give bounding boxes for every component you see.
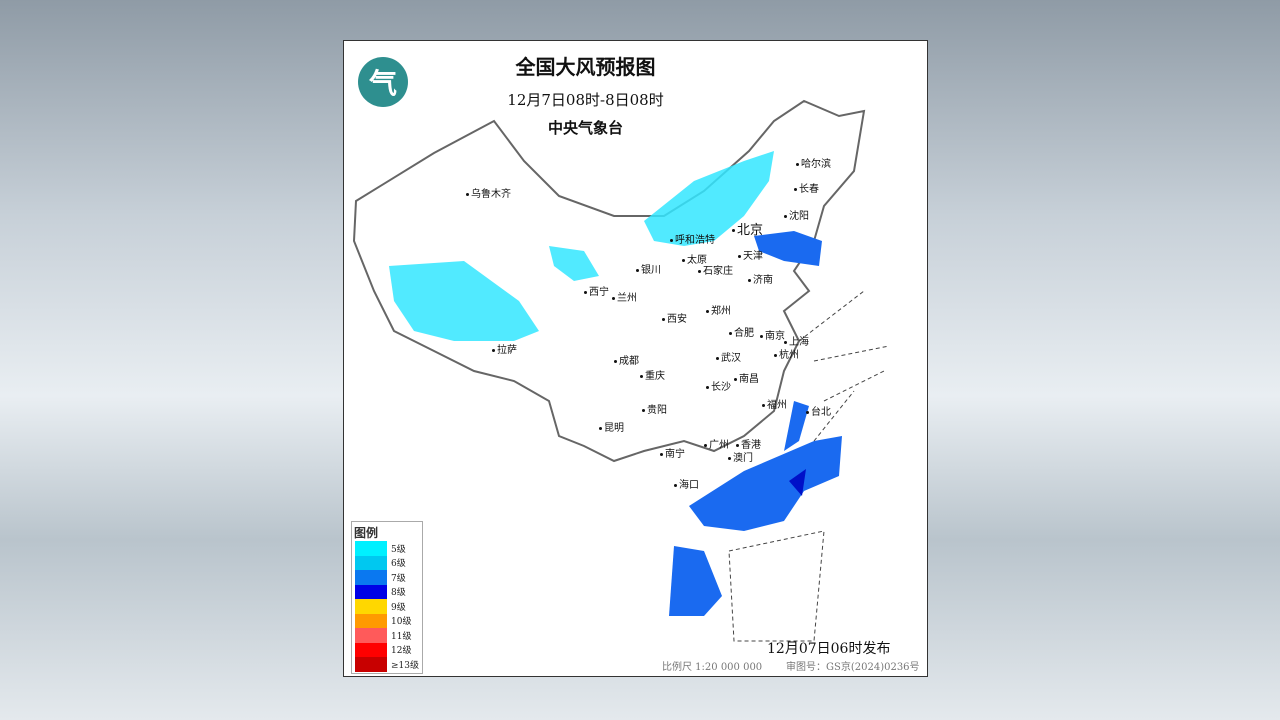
city-label: 兰州 bbox=[612, 289, 637, 304]
legend-swatch bbox=[355, 628, 387, 643]
legend-item: 11级 bbox=[352, 628, 422, 643]
review-number: 审图号：GS京(2024)0236号 bbox=[786, 662, 920, 673]
city-label: 南宁 bbox=[660, 445, 685, 460]
wind-forecast-map: 气 全国大风预报图 12月7日08时-8日08时 中央气象台 乌鲁木齐 哈尔滨长春… bbox=[343, 40, 928, 677]
legend-swatch bbox=[355, 584, 387, 599]
city-label: 杭州 bbox=[774, 346, 799, 361]
legend-label: 10级 bbox=[391, 617, 412, 628]
city-label: 昆明 bbox=[599, 419, 624, 434]
wind-area-level5 bbox=[389, 261, 539, 341]
legend-item: 6级 bbox=[352, 555, 422, 570]
city-label: 台北 bbox=[806, 403, 831, 418]
city-label: 合肥 bbox=[729, 324, 754, 339]
city-label: 郑州 bbox=[706, 302, 731, 317]
city-label: 贵阳 bbox=[642, 401, 667, 416]
city-label: 哈尔滨 bbox=[796, 155, 831, 170]
legend: 图例 5级 6级 7级 8级 9级 10级 11级 12级 ≥13级 bbox=[351, 521, 423, 674]
wind-area-level7 bbox=[754, 231, 822, 266]
city-label: 福州 bbox=[762, 396, 787, 411]
legend-label: 6级 bbox=[391, 559, 406, 570]
forecast-period: 12月7日08时-8日08时 bbox=[507, 91, 664, 109]
city-label: 银川 bbox=[636, 261, 661, 276]
city-label: 呼和浩特 bbox=[670, 231, 715, 246]
wind-area-level8 bbox=[789, 469, 806, 496]
legend-swatch bbox=[355, 599, 387, 614]
city-label: 乌鲁木齐 bbox=[466, 185, 511, 200]
legend-swatch bbox=[355, 541, 387, 556]
city-label: 北京 bbox=[732, 219, 763, 238]
city-label: 海口 bbox=[674, 476, 699, 491]
legend-item: 5级 bbox=[352, 541, 422, 556]
city-label: 上海 bbox=[784, 333, 809, 348]
legend-label: 7级 bbox=[391, 573, 406, 584]
legend-item: 8级 bbox=[352, 584, 422, 599]
legend-swatch bbox=[355, 570, 387, 585]
legend-item: 9级 bbox=[352, 599, 422, 614]
south-china-sea-box bbox=[728, 530, 825, 642]
city-label: 成都 bbox=[614, 352, 639, 367]
legend-item: 10级 bbox=[352, 613, 422, 628]
legend-label: ≥13级 bbox=[391, 660, 419, 671]
legend-item: 7级 bbox=[352, 570, 422, 585]
agency-name: 中央气象台 bbox=[547, 119, 623, 137]
city-label: 拉萨 bbox=[492, 341, 517, 356]
city-label: 武汉 bbox=[716, 349, 741, 364]
legend-label: 12级 bbox=[391, 646, 412, 657]
city-label: 长沙 bbox=[706, 378, 731, 393]
legend-swatch bbox=[355, 657, 387, 672]
wind-area-level7 bbox=[784, 401, 809, 451]
issue-time: 12月07日06时发布 bbox=[767, 641, 891, 657]
legend-swatch bbox=[355, 555, 387, 570]
city-label: 香港 bbox=[736, 436, 761, 451]
legend-label: 5级 bbox=[391, 544, 406, 555]
legend-title: 图例 bbox=[354, 526, 379, 540]
legend-item: 12级 bbox=[352, 642, 422, 657]
city-label: 西宁 bbox=[584, 283, 609, 298]
wind-area-level7 bbox=[689, 436, 842, 531]
city-label: 石家庄 bbox=[698, 262, 733, 277]
map-title: 全国大风预报图 bbox=[515, 55, 656, 79]
legend-label: 8级 bbox=[391, 588, 406, 599]
wind-area-level5 bbox=[549, 246, 599, 281]
legend-item: ≥13级 bbox=[352, 657, 422, 672]
legend-swatch bbox=[355, 613, 387, 628]
city-label: 沈阳 bbox=[784, 207, 809, 222]
wind-area-level5 bbox=[644, 151, 774, 246]
city-label: 南京 bbox=[760, 327, 785, 342]
city-label: 太原 bbox=[682, 251, 707, 266]
city-label: 澳门 bbox=[728, 449, 753, 464]
city-label: 西安 bbox=[662, 310, 687, 325]
maritime-boundary bbox=[798, 290, 890, 442]
city-label: 天津 bbox=[738, 247, 763, 262]
city-label: 济南 bbox=[748, 271, 773, 286]
city-label: 广州 bbox=[704, 436, 729, 451]
legend-swatch bbox=[355, 642, 387, 657]
city-label: 长春 bbox=[794, 180, 819, 195]
city-label: 重庆 bbox=[640, 367, 665, 382]
legend-label: 11级 bbox=[391, 631, 412, 642]
city-label: 南昌 bbox=[734, 370, 759, 385]
legend-label: 9级 bbox=[391, 602, 406, 613]
wind-area-level7 bbox=[669, 546, 722, 616]
cma-logo: 气 bbox=[358, 57, 408, 107]
map-scale: 比例尺 1:20 000 000 bbox=[662, 662, 763, 673]
